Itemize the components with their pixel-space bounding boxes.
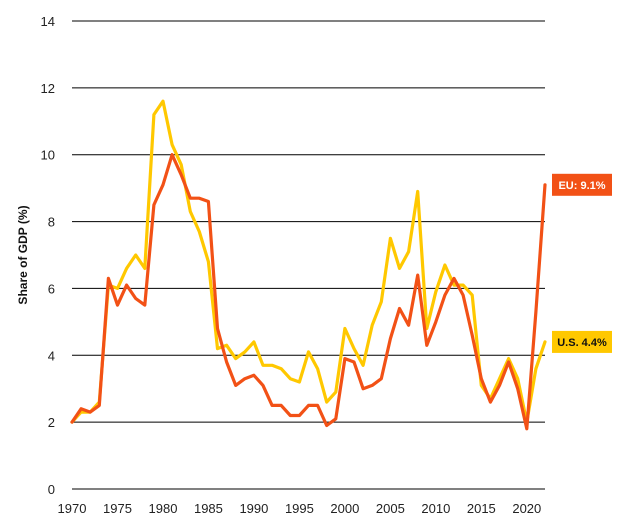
x-tick-label: 1985: [194, 501, 223, 516]
x-tick-label: 2000: [330, 501, 359, 516]
y-tick-label: 4: [48, 348, 55, 363]
callout-label: U.S. 4.4%: [557, 337, 607, 349]
series-lines: [70, 99, 547, 431]
x-tick-label: 1970: [58, 501, 87, 516]
series-line-eu: [70, 153, 547, 431]
y-tick-label: 6: [48, 281, 55, 296]
y-tick-label: 10: [41, 148, 55, 163]
y-tick-label: 12: [41, 81, 55, 96]
x-tick-label: 2015: [467, 501, 496, 516]
callout-label: EU: 9.1%: [558, 180, 605, 192]
x-tick-label: 1990: [239, 501, 268, 516]
y-tick-label: 2: [48, 415, 55, 430]
x-tick-label: 2005: [376, 501, 405, 516]
callout-eu: EU: 9.1%: [552, 173, 612, 196]
y-tick-label: 8: [48, 215, 55, 230]
callout-us: U.S. 4.4%: [552, 330, 612, 353]
x-tick-label: 2020: [512, 501, 541, 516]
y-tick-label: 0: [48, 482, 55, 497]
x-axis-ticks: 1970 1975 1980 1985 1990 1995 2000 2005 2010 2015…: [58, 501, 542, 516]
x-tick-label: 1995: [285, 501, 314, 516]
x-tick-label: 2010: [421, 501, 450, 516]
y-axis-ticks: 0 2 4 6 8 10 12 14: [41, 14, 55, 497]
gridlines: [72, 20, 545, 490]
series-line-us: [70, 99, 547, 424]
callout-box: [552, 173, 612, 196]
y-axis-label: Share of GDP (%): [16, 205, 30, 304]
end-value-callouts: EU: 9.1% U.S. 4.4%: [552, 173, 612, 353]
x-tick-label: 1980: [149, 501, 178, 516]
x-tick-label: 1975: [103, 501, 132, 516]
y-tick-label: 14: [41, 14, 55, 29]
callout-box: [552, 330, 612, 353]
